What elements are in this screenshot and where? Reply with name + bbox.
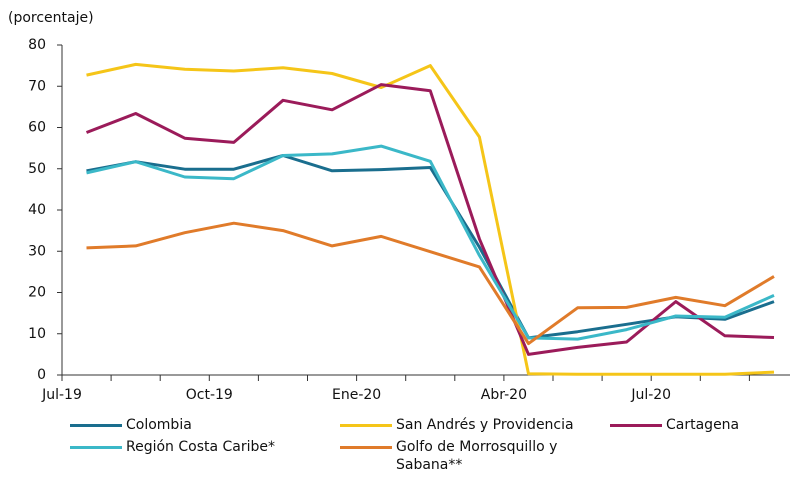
legend-swatch bbox=[340, 446, 392, 449]
legend-label: Cartagena bbox=[666, 417, 740, 433]
legend-item: Golfo de Morrosquillo y Sabana** bbox=[340, 438, 586, 474]
legend-swatch bbox=[610, 424, 662, 427]
legend-item: Región Costa Caribe* bbox=[70, 438, 316, 456]
x-tick-label: Jul-20 bbox=[630, 387, 671, 403]
y-tick-label: 50 bbox=[28, 161, 46, 177]
x-tick-label: Ene-20 bbox=[332, 387, 381, 403]
y-tick-label: 0 bbox=[37, 367, 46, 383]
y-tick-label: 60 bbox=[28, 120, 46, 136]
x-tick-label: Abr-20 bbox=[481, 387, 527, 403]
series-line bbox=[86, 144, 775, 341]
legend-swatch bbox=[70, 424, 122, 427]
chart: (porcentaje) 0 10 20 30 40 50 60 70 80 Jul-19 Oct-… bbox=[8, 10, 790, 403]
legend-item: Colombia bbox=[70, 416, 316, 434]
series-line bbox=[85, 83, 775, 356]
y-tick-label: 10 bbox=[28, 326, 46, 342]
legend-label: San Andrés y Providencia bbox=[396, 417, 574, 433]
y-tick-label: 40 bbox=[28, 202, 46, 218]
series-line bbox=[86, 62, 775, 376]
legend-label: Colombia bbox=[126, 417, 192, 433]
y-tick-label: 70 bbox=[28, 78, 46, 94]
y-axis-label: (porcentaje) bbox=[8, 10, 94, 26]
y-tick-label: 80 bbox=[28, 37, 46, 53]
legend-item: San Andrés y Providencia bbox=[340, 416, 586, 434]
series-line bbox=[86, 154, 775, 340]
legend-label: Región Costa Caribe* bbox=[126, 439, 276, 455]
legend: Colombia San Andrés y Providencia Cartagen… bbox=[0, 416, 793, 496]
legend-label: Golfo de Morrosquillo y Sabana** bbox=[396, 439, 558, 473]
y-tick-label: 20 bbox=[28, 285, 46, 301]
x-tick-label: Oct-19 bbox=[186, 387, 233, 403]
legend-item: Cartagena bbox=[610, 416, 793, 434]
x-tick-label: Jul-19 bbox=[41, 387, 82, 403]
y-tick-label: 30 bbox=[28, 243, 46, 259]
series-line bbox=[86, 221, 775, 346]
legend-swatch bbox=[340, 424, 392, 427]
legend-swatch bbox=[70, 446, 122, 449]
